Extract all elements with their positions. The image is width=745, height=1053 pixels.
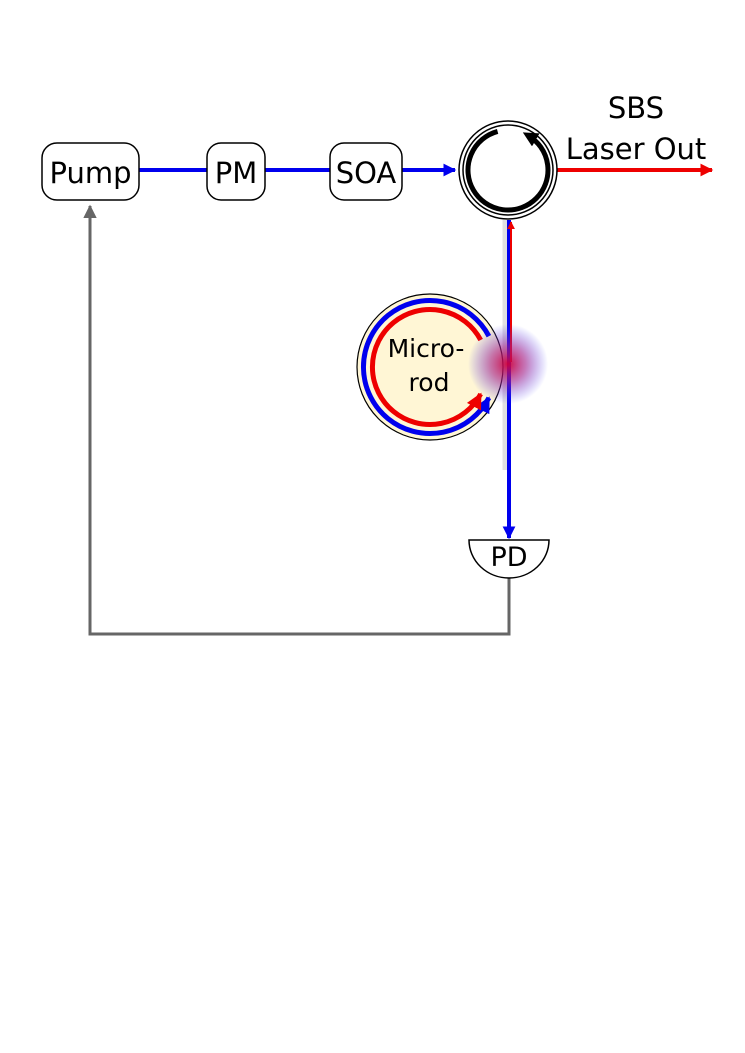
photodetector: PD <box>468 539 550 579</box>
circulator <box>458 120 558 220</box>
microrod: Micro- rod <box>356 293 504 441</box>
microrod-label-line1: Micro- <box>388 334 465 363</box>
pd-label: PD <box>490 542 527 573</box>
microrod-red-ring <box>370 307 483 427</box>
pump-box: Pump <box>41 142 140 201</box>
pm-box: PM <box>206 142 266 201</box>
pump-label: Pump <box>49 156 131 190</box>
output-label-line2: Laser Out <box>566 132 707 166</box>
output-label-line1: SBS <box>608 91 664 125</box>
circulator-inner-ring <box>462 124 554 216</box>
coupling-glow <box>468 324 548 404</box>
microrod-blue-ring <box>361 298 492 436</box>
feedback-line <box>83 204 511 636</box>
soa-box: SOA <box>329 142 403 201</box>
soa-label: SOA <box>336 156 397 190</box>
microrod-label-line2: rod <box>409 368 450 397</box>
circulator-arrow-icon <box>465 128 551 213</box>
pm-label: PM <box>215 156 258 190</box>
